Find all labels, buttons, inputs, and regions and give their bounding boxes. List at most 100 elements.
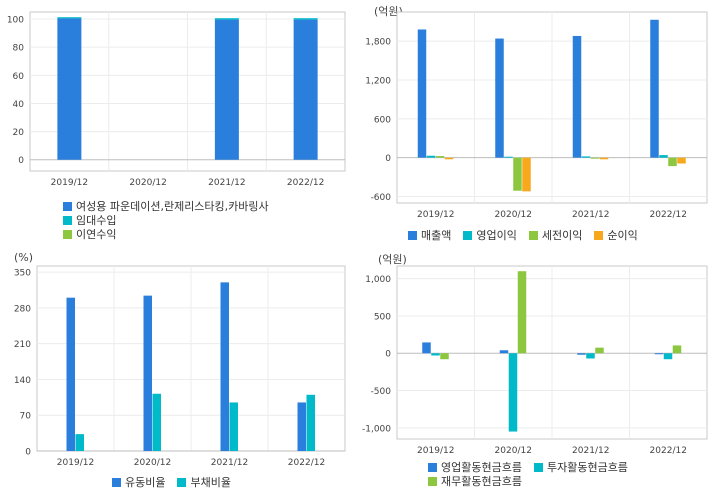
bar: [214, 18, 239, 20]
y-tick-label: 210: [14, 340, 31, 350]
bar: [677, 157, 686, 164]
legend-item: 재무활동현금흐름: [428, 475, 522, 489]
bar: [599, 157, 609, 160]
x-tick-label: 2020/12: [129, 178, 166, 188]
y-tick-label: 100: [7, 16, 24, 26]
legend-label: 투자활동현금흐름: [546, 461, 628, 474]
bar: [143, 295, 152, 451]
y-tick-label: 20: [13, 128, 25, 138]
legend-label: 순이익: [607, 229, 638, 242]
bar: [517, 271, 527, 354]
chart-4-unit: (억원): [378, 253, 407, 266]
legend-row: 임대수입: [63, 214, 281, 228]
y-tick-label: 350: [14, 269, 31, 279]
y-tick-label: 280: [14, 304, 31, 314]
y-tick-label: 1,800: [365, 38, 391, 48]
bar: [672, 345, 682, 354]
bar: [75, 434, 84, 451]
bar: [581, 156, 591, 158]
bar: [435, 156, 445, 158]
legend-swatch: [63, 216, 72, 225]
legend-row: 유동비율 부채비율: [112, 476, 243, 490]
legend-swatch: [63, 230, 72, 239]
y-tick-label: 1,200: [365, 76, 391, 86]
chart-financial-ratios: (%) 0 70 140 210 280 350 2019/12 2020/12 2021/12…: [0, 248, 360, 496]
legend-item: 순이익: [594, 229, 638, 243]
chart-3-unit: (%): [14, 251, 34, 264]
chart-2-legend: 매출액 영업이익 세전이익 순이익: [408, 229, 650, 243]
bar: [152, 393, 161, 451]
x-tick-label: 2019/12: [57, 458, 94, 468]
x-tick-label: 2022/12: [650, 446, 687, 456]
legend-swatch: [177, 478, 187, 487]
legend-label: 이연수익: [76, 228, 117, 241]
bar: [522, 157, 531, 192]
bar: [293, 18, 318, 20]
legend-swatch: [408, 231, 417, 240]
chart-2-svg: -600 0 600 1,200 1,800 2019/12 2020/12 2021/12 2…: [365, 11, 708, 220]
legend-label: 매출액: [421, 229, 452, 242]
chart-cash-flow: (억원) -1,000 -500 0 500 1,000 2019/12 2020/12 20…: [360, 248, 720, 496]
bar: [572, 35, 582, 158]
bar: [422, 342, 431, 354]
chart-revenue-composition: 0 20 40 60 80 100 2019/12 2020/12 2021/12 2022/12…: [0, 0, 360, 248]
legend-swatch: [533, 463, 543, 472]
bar: [663, 353, 673, 360]
bar: [659, 155, 668, 158]
bar: [426, 155, 436, 158]
bar: [668, 157, 677, 167]
legend-row: 영업활동현금흐름 투자활동현금흐름: [428, 461, 640, 475]
legend-item: 매출액: [408, 229, 451, 243]
chart-3-legend: 유동비율 부채비율: [112, 476, 243, 490]
legend-swatch: [428, 477, 437, 486]
y-tick-label: 80: [13, 44, 25, 54]
x-tick-label: 2021/12: [572, 446, 609, 456]
legend-label: 영업활동현금흐름: [441, 461, 522, 474]
bar: [431, 353, 440, 356]
y-tick-label: -600: [371, 193, 392, 203]
bar: [57, 18, 82, 160]
bar: [220, 282, 229, 451]
legend-item: 여성용 파운데이션,란제리스타킹,카바링사: [63, 200, 269, 214]
legend-item: 임대수입: [63, 214, 116, 228]
legend-swatch: [428, 463, 437, 472]
x-tick-label: 2021/12: [572, 210, 609, 220]
legend-row: 이연수익: [63, 228, 281, 242]
legend-label: 영업이익: [476, 229, 517, 242]
x-tick-label: 2022/12: [287, 178, 324, 188]
bar: [499, 350, 509, 354]
legend-item: 투자활동현금흐름: [533, 461, 628, 475]
legend-row: 여성용 파운데이션,란제리스타킹,카바링사: [63, 200, 281, 214]
y-tick-label: 0: [25, 448, 31, 458]
legend-item: 유동비율: [112, 476, 165, 490]
bar: [444, 157, 454, 160]
y-tick-label: 60: [13, 72, 25, 82]
y-tick-label: 1,000: [365, 275, 391, 285]
chart-2-unit: (억원): [374, 5, 403, 18]
bar: [417, 29, 427, 158]
bar: [595, 347, 604, 354]
chart-1-svg: 0 20 40 60 80 100 2019/12 2020/12 2021/12 2022/12: [7, 11, 346, 188]
y-tick-label: -1,000: [362, 424, 391, 434]
bar: [654, 353, 664, 355]
legend-swatch: [594, 231, 604, 240]
legend-swatch: [528, 231, 538, 240]
bar: [66, 297, 75, 451]
legend-item: 부채비율: [177, 476, 231, 490]
legend-item: 영업이익: [463, 229, 517, 243]
chart-income-statement: (억원) -600 0 600 1,200 1,800 2019/12 2020/12 202…: [360, 0, 720, 248]
bar: [293, 19, 318, 160]
y-tick-label: 0: [385, 154, 391, 164]
bar: [57, 17, 82, 19]
x-tick-label: 2021/12: [208, 178, 245, 188]
legend-label: 재무활동현금흐름: [441, 475, 522, 488]
y-tick-label: 500: [374, 312, 391, 322]
y-tick-label: 600: [374, 115, 391, 125]
bar: [508, 353, 518, 432]
legend-swatch: [63, 202, 72, 211]
bar: [440, 353, 449, 360]
x-tick-label: 2022/12: [288, 458, 325, 468]
bar: [306, 394, 315, 451]
bar: [577, 353, 586, 355]
